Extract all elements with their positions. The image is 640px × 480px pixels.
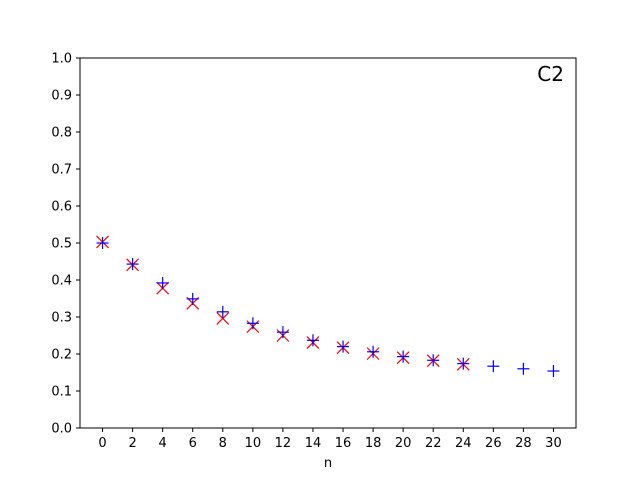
data-point <box>156 276 169 289</box>
data-point <box>457 357 470 370</box>
x-tick-label: 26 <box>485 436 502 451</box>
y-tick-label: 1.0 <box>51 52 72 67</box>
data-point <box>337 340 350 353</box>
data-point <box>517 362 530 375</box>
x-axis-label: n <box>324 456 332 471</box>
x-tick-label: 4 <box>159 436 167 451</box>
x-tick-label: 28 <box>515 436 532 451</box>
data-point <box>397 350 410 363</box>
data-point <box>96 237 109 249</box>
x-tick-label: 24 <box>455 436 472 451</box>
data-point <box>216 305 229 318</box>
plot-area <box>79 57 577 429</box>
y-axis: 0.0 0.1 0.2 0.3 0.4 0.5 0.6 0.7 0.8 0.9 1.0 <box>51 52 80 437</box>
data-point <box>246 317 259 330</box>
x-tick-label: 6 <box>189 436 197 451</box>
x-tick-label: 2 <box>128 436 136 451</box>
y-tick-label: 0.8 <box>51 126 72 141</box>
data-point <box>216 312 230 325</box>
y-tick-label: 0.9 <box>51 89 72 104</box>
y-tick-label: 0.1 <box>51 385 72 400</box>
y-tick-label: 0.2 <box>51 348 72 363</box>
panel-label: C2 <box>537 62 564 86</box>
x-tick-label: 10 <box>245 436 262 451</box>
series-1 <box>96 237 560 378</box>
x-tick-label: 14 <box>305 436 322 451</box>
x-tick-label: 20 <box>395 436 412 451</box>
y-tick-label: 0.3 <box>51 311 72 326</box>
data-point <box>186 292 199 305</box>
y-tick-label: 0.0 <box>51 422 72 437</box>
x-tick-label: 30 <box>545 436 562 451</box>
data-point <box>547 365 560 378</box>
x-tick-label: 8 <box>219 436 227 451</box>
x-tick-label: 18 <box>365 436 382 451</box>
x-tick-label: 0 <box>98 436 106 451</box>
y-tick-label: 0.6 <box>51 200 72 215</box>
y-tick-label: 0.7 <box>51 163 72 178</box>
data-point <box>487 360 500 373</box>
x-tick-label: 12 <box>275 436 292 451</box>
y-tick-label: 0.4 <box>51 274 72 289</box>
data-series <box>96 235 560 378</box>
data-point <box>367 345 380 358</box>
data-point <box>427 354 440 367</box>
x-tick-label: 16 <box>335 436 352 451</box>
x-tick-label: 22 <box>425 436 442 451</box>
data-point <box>306 334 319 347</box>
y-tick-label: 0.5 <box>51 237 72 252</box>
data-point <box>126 258 139 271</box>
x-axis: 0 2 4 6 8 10 12 14 16 18 20 22 24 26 28 30 <box>98 428 562 451</box>
data-point <box>276 326 289 339</box>
